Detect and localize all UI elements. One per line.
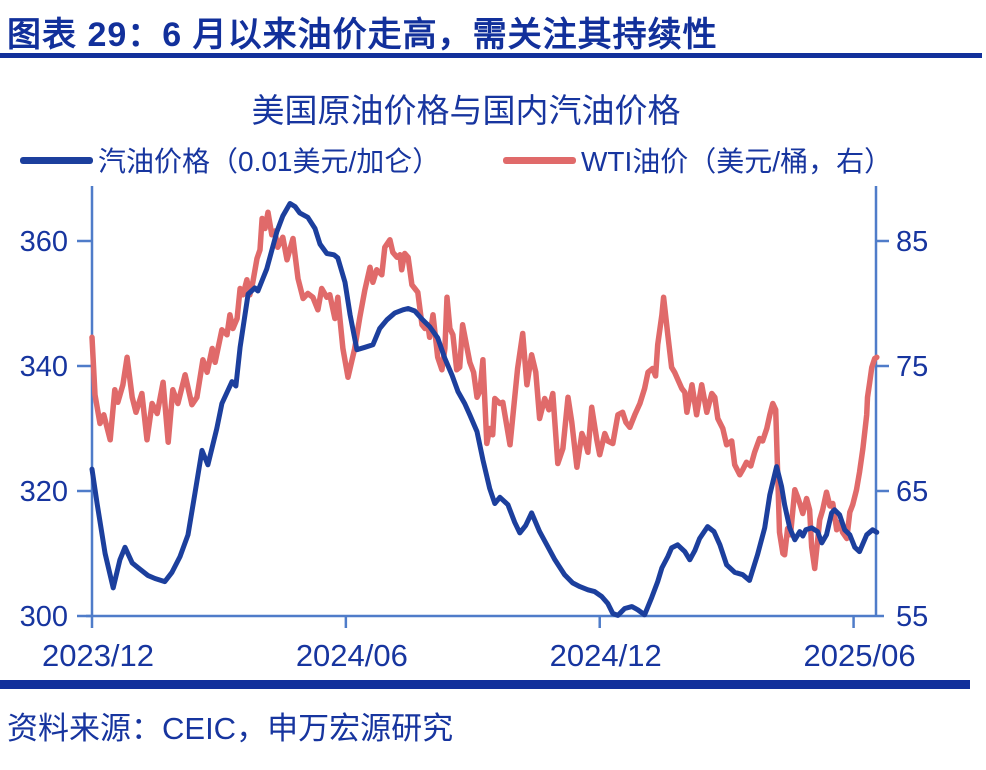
wti-line bbox=[89, 209, 880, 572]
gasoline-line-swatch bbox=[20, 156, 93, 164]
y-left-tick-label: 320 bbox=[20, 476, 68, 508]
source-note: 资料来源：CEIC，申万宏源研究 bbox=[7, 711, 454, 746]
chart-title: 美国原油价格与国内汽油价格 bbox=[251, 92, 681, 129]
y-left-tick-label: 300 bbox=[20, 601, 68, 633]
x-tick-label: 2025/06 bbox=[804, 638, 916, 673]
y-right-tick-label: 85 bbox=[896, 226, 928, 258]
section-divider bbox=[0, 680, 970, 689]
title-divider bbox=[0, 53, 982, 58]
figure-title: 图表 29：6 月以来油价走高，需关注其持续性 bbox=[7, 16, 718, 54]
x-tick-label: 2024/06 bbox=[296, 638, 408, 673]
y-right-tick-label: 75 bbox=[896, 351, 928, 383]
gasoline-line bbox=[89, 201, 880, 618]
legend-label-wti: WTI油价（美元/桶，右） bbox=[581, 146, 893, 177]
x-tick-label: 2024/12 bbox=[550, 638, 662, 673]
legend-item-wti: WTI油价（美元/桶，右） bbox=[503, 142, 892, 178]
y-right-tick-label: 65 bbox=[896, 476, 928, 508]
legend-item-gasoline: 汽油价格（0.01美元/加仑） bbox=[20, 142, 440, 178]
y-left-tick-label: 340 bbox=[20, 351, 68, 383]
y-left-tick-label: 360 bbox=[20, 226, 68, 258]
legend-label-gasoline: 汽油价格（0.01美元/加仑） bbox=[98, 146, 441, 177]
wti-line-swatch bbox=[503, 156, 576, 164]
y-right-tick-label: 55 bbox=[896, 601, 928, 633]
x-tick-label: 2023/12 bbox=[42, 638, 154, 673]
